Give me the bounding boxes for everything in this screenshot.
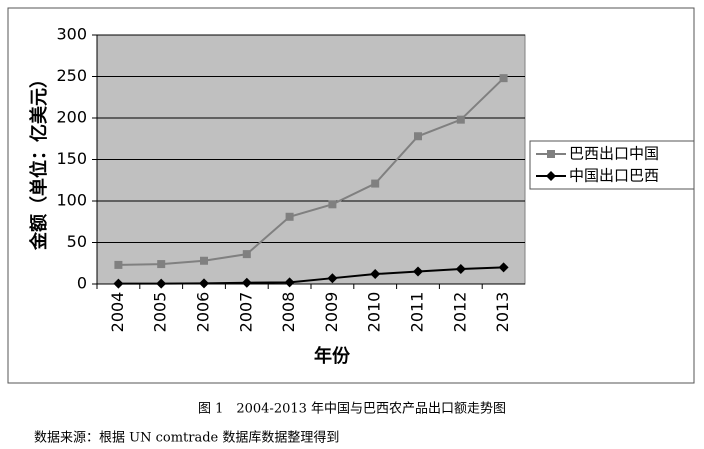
y-tick-label: 0 <box>77 274 87 293</box>
data-point <box>241 277 252 288</box>
data-point <box>199 278 209 289</box>
legend-marker <box>547 150 555 158</box>
x-tick-label: 2008 <box>279 292 298 333</box>
figure-caption: 图 1 2004-2013 年中国与巴西农产品出口额走势图 <box>198 401 506 417</box>
data-point <box>456 115 465 124</box>
data-point <box>200 256 208 265</box>
y-tick-label: 250 <box>56 66 87 85</box>
x-axis-title: 年份 <box>314 345 351 367</box>
legend-box <box>529 140 695 190</box>
data-point <box>370 269 381 280</box>
x-tick-label: 2010 <box>365 292 384 333</box>
x-tick-label: 2009 <box>322 292 341 333</box>
source-note: 数据来源：根据 UN comtrade 数据库数据整理得到 <box>34 430 339 446</box>
y-tick-label: 200 <box>56 108 87 127</box>
y-tick-label: 100 <box>56 191 87 210</box>
x-tick-label: 2013 <box>493 292 512 333</box>
data-point <box>371 179 380 188</box>
legend-label: 中国出口巴西 <box>569 167 659 185</box>
series-line <box>118 77 505 266</box>
data-point <box>414 132 422 141</box>
legend-label: 巴西出口中国 <box>569 145 659 163</box>
x-tick-label: 2004 <box>108 292 127 333</box>
data-point <box>113 278 124 289</box>
data-point <box>499 74 508 83</box>
data-point <box>114 260 123 269</box>
x-tick-label: 2005 <box>151 292 170 333</box>
y-axis-title: 金额（单位：亿美元） <box>28 70 50 251</box>
data-point <box>156 278 167 289</box>
data-point <box>284 277 295 288</box>
series-line <box>118 266 504 285</box>
data-point <box>285 212 294 221</box>
y-tick-label: 150 <box>56 149 87 168</box>
data-point <box>327 273 338 284</box>
data-point <box>498 262 509 273</box>
data-point <box>328 200 337 209</box>
y-tick-label: 50 <box>67 232 87 251</box>
data-point <box>157 260 166 269</box>
legend-marker <box>546 171 556 181</box>
x-tick-label: 2006 <box>194 292 213 333</box>
data-point <box>242 250 251 259</box>
x-tick-label: 2007 <box>236 292 255 333</box>
x-tick-label: 2012 <box>450 292 469 333</box>
data-point <box>413 266 423 277</box>
x-tick-label: 2011 <box>408 292 427 333</box>
data-point <box>455 264 466 275</box>
y-tick-label: 300 <box>56 25 87 44</box>
